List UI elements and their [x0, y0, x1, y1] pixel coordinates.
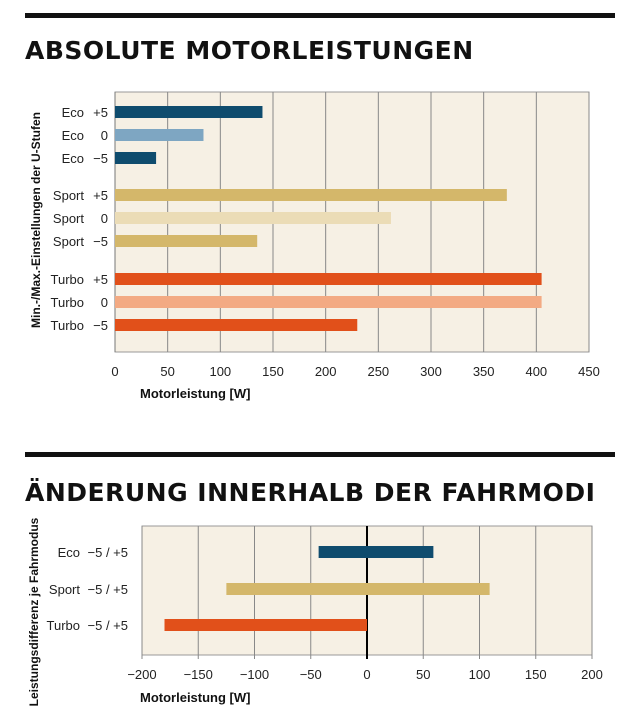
middle-rule [25, 452, 615, 457]
x-tick-label: 100 [209, 364, 231, 379]
x-tick-label: 200 [581, 667, 603, 682]
x-tick-label: 100 [469, 667, 491, 682]
x-tick-label: −100 [240, 667, 269, 682]
x-tick-label: 50 [160, 364, 174, 379]
range-bar-sport [226, 583, 490, 595]
y-axis-label: Min.-/Max.-Einstellungen der U-Stufen [29, 112, 43, 328]
x-tick-label: 50 [416, 667, 430, 682]
category-level-label: −5 / +5 [88, 582, 128, 597]
x-tick-label: 400 [525, 364, 547, 379]
category-level-label: 0 [101, 128, 108, 143]
bar-sport [115, 235, 258, 247]
category-mode-label: Sport [53, 188, 84, 203]
category-mode-label: Eco [58, 545, 80, 560]
category-mode-label: Eco [62, 151, 84, 166]
bar-turbo [115, 273, 542, 285]
bar-eco [115, 106, 263, 118]
bar-eco [115, 152, 157, 164]
x-axis-label: Motorleistung [W] [140, 386, 250, 401]
x-axis-label: Motorleistung [W] [140, 690, 250, 705]
x-tick-label: 350 [473, 364, 495, 379]
y-axis-label: Leistungsdifferenz je Fahrmodus [27, 517, 41, 706]
x-tick-label: 150 [525, 667, 547, 682]
category-mode-label: Turbo [51, 272, 84, 287]
bar-turbo [115, 319, 358, 331]
category-level-label: −5 / +5 [88, 545, 128, 560]
x-tick-label: 450 [578, 364, 600, 379]
x-tick-label: 150 [262, 364, 284, 379]
category-mode-label: Sport [49, 582, 80, 597]
x-tick-label: −150 [184, 667, 213, 682]
category-level-label: −5 [93, 234, 108, 249]
bar-turbo [115, 296, 542, 308]
bar-eco [115, 129, 204, 141]
category-level-label: +5 [93, 272, 108, 287]
x-tick-label: −200 [127, 667, 156, 682]
chart1-title: ABSOLUTE MOTORLEISTUNGEN [25, 36, 474, 65]
category-mode-label: Eco [62, 128, 84, 143]
category-level-label: 0 [101, 295, 108, 310]
bar-sport [115, 212, 391, 224]
category-mode-label: Sport [53, 211, 84, 226]
category-mode-label: Eco [62, 105, 84, 120]
range-bar-eco [318, 546, 434, 558]
x-tick-label: 300 [420, 364, 442, 379]
chart2-title: ÄNDERUNG INNERHALB DER FAHRMODI [25, 478, 596, 507]
x-tick-label: 250 [367, 364, 389, 379]
category-level-label: −5 / +5 [88, 618, 128, 633]
category-level-label: +5 [93, 105, 108, 120]
category-level-label: +5 [93, 188, 108, 203]
x-tick-label: 200 [315, 364, 337, 379]
category-level-label: 0 [101, 211, 108, 226]
bar-sport [115, 189, 507, 201]
category-mode-label: Turbo [51, 295, 84, 310]
range-bar-turbo [164, 619, 367, 631]
category-level-label: −5 [93, 318, 108, 333]
top-rule [25, 13, 615, 18]
category-level-label: −5 [93, 151, 108, 166]
x-tick-label: −50 [300, 667, 322, 682]
category-mode-label: Sport [53, 234, 84, 249]
x-tick-label: 0 [111, 364, 118, 379]
category-mode-label: Turbo [51, 318, 84, 333]
category-mode-label: Turbo [47, 618, 80, 633]
x-tick-label: 0 [363, 667, 370, 682]
